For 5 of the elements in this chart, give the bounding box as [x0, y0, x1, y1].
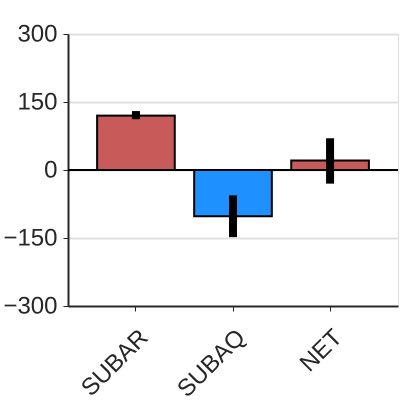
y-tick-label: 0 [44, 156, 58, 184]
y-tick-label: −300 [3, 292, 58, 320]
y-tick-label: −150 [3, 224, 58, 252]
y-tick-label: 150 [17, 88, 58, 116]
y-tick-label: 300 [17, 20, 58, 48]
